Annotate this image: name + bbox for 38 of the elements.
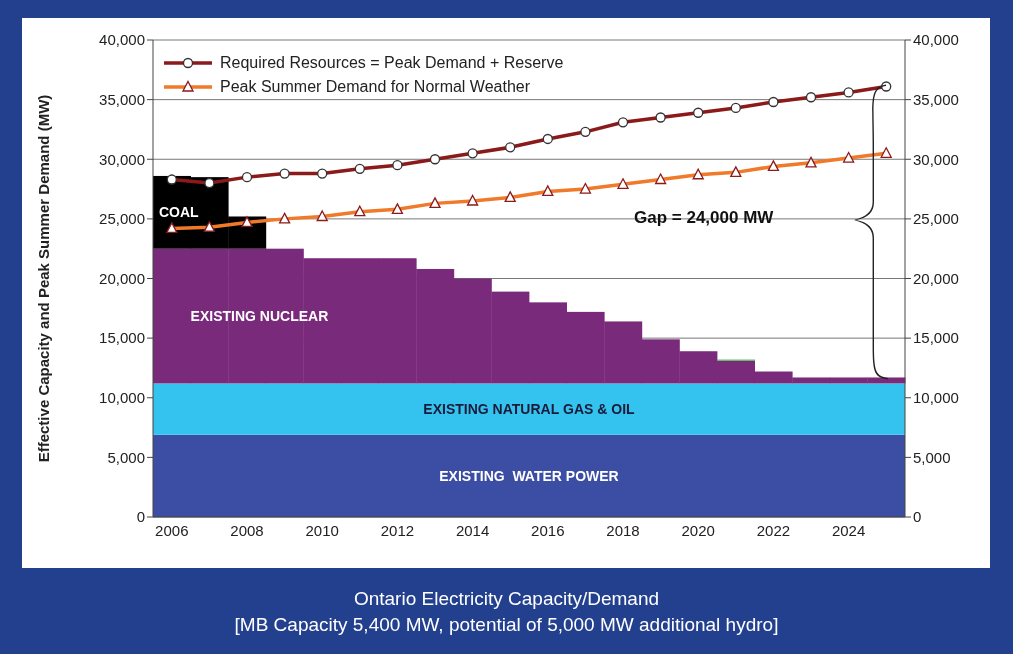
y-tick-label: 15,000 <box>99 329 145 347</box>
y2-tick-label: 15,000 <box>913 329 959 347</box>
x-tick-label: 2012 <box>380 521 415 539</box>
x-tick-label: 2018 <box>606 521 640 539</box>
y-tick-label: 30,000 <box>99 150 145 168</box>
y-tick-label: 20,000 <box>99 269 145 287</box>
x-tick-label: 2024 <box>831 521 866 539</box>
y-tick-label: 0 <box>136 508 145 526</box>
y-tick-label: 35,000 <box>99 90 145 108</box>
series-label: COAL <box>159 204 200 221</box>
y-tick-label: 5,000 <box>107 448 145 466</box>
x-tick-label: 2010 <box>305 521 339 539</box>
series-label: EXISTING NUCLEAR <box>190 308 329 325</box>
y2-tick-label: 10,000 <box>913 389 959 407</box>
text: Ontario Electricity Capacity/Demand <box>352 587 661 611</box>
x-tick-label: 2022 <box>756 521 791 539</box>
legend-label: Required Resources = Peak Demand + Reserve <box>220 54 564 72</box>
y2-tick-label: 20,000 <box>913 269 959 287</box>
band-label: EXISTING NATURAL GAS & OIL <box>423 401 636 418</box>
y2-tick-label: 0 <box>913 508 922 526</box>
x-tick-label: 2006 <box>155 521 189 539</box>
y2-tick-label: 35,000 <box>913 90 959 108</box>
y-axis-title: Effective Capacity and Peak Summer Demand (MW) <box>35 94 53 463</box>
y-tick-label: 10,000 <box>99 389 145 407</box>
band-label: EXISTING WATER POWER <box>439 467 619 484</box>
y-tick-label: 25,000 <box>99 210 145 228</box>
y2-tick-label: 25,000 <box>913 210 959 228</box>
text: [MB Capacity 5,400 MW, potential of 5,000 MW additional hydro] <box>233 613 780 637</box>
y2-tick-label: 5,000 <box>913 448 951 466</box>
y2-tick-label: 40,000 <box>913 31 959 49</box>
y2-tick-label: 30,000 <box>913 150 959 168</box>
x-tick-label: 2008 <box>230 521 264 539</box>
x-tick-label: 2020 <box>681 521 715 539</box>
x-tick-label: 2016 <box>531 521 565 539</box>
x-tick-label: 2014 <box>455 521 490 539</box>
legend-label: Peak Summer Demand for Normal Weather <box>220 78 531 96</box>
annotation: Gap = 24,000 MW <box>634 208 774 228</box>
y-tick-label: 40,000 <box>99 31 145 49</box>
